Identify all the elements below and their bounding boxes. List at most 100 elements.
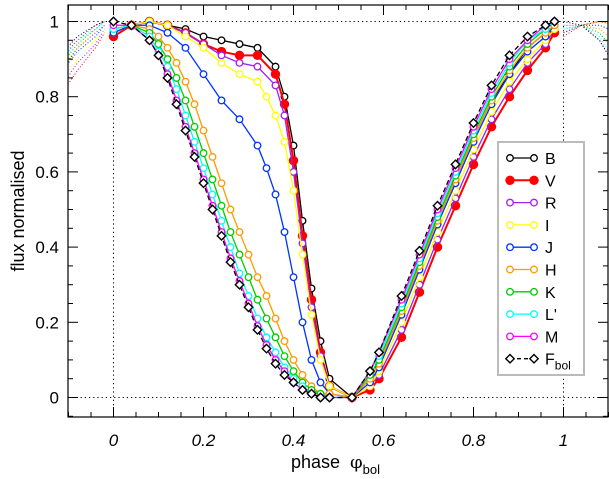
data-point	[279, 369, 290, 381]
series-extension-right	[563, 20, 608, 34]
data-point	[271, 333, 280, 342]
legend-entry: R	[506, 196, 557, 213]
data-point	[199, 149, 208, 158]
series-extension-right	[563, 24, 608, 52]
x-axis-title-symbol: φbol	[350, 452, 380, 477]
legend-entry: K	[506, 285, 556, 302]
data-point	[234, 279, 245, 290]
data-point	[217, 58, 226, 67]
data-point	[468, 117, 479, 129]
data-point	[271, 81, 280, 90]
legend-marker	[506, 287, 514, 296]
data-point	[280, 111, 289, 120]
x-tick-label: 0.6	[372, 431, 396, 450]
data-point	[226, 243, 235, 252]
series-extension-left	[68, 21, 105, 57]
data-point	[280, 352, 289, 361]
y-tick-label: 0.6	[35, 163, 59, 182]
series-extension-right	[563, 20, 608, 34]
legend-marker	[530, 154, 538, 162]
legend-entry: I	[506, 218, 549, 235]
data-point	[316, 378, 325, 387]
data-point	[280, 137, 289, 146]
series-extension-left	[68, 21, 105, 51]
legend-label: B	[545, 151, 556, 168]
legend-marker	[530, 220, 538, 229]
series-line	[113, 20, 555, 399]
legend-marker	[506, 243, 514, 252]
data-point	[253, 141, 262, 150]
legend-marker	[506, 265, 514, 274]
series-10	[68, 16, 608, 403]
data-point	[522, 31, 533, 42]
data-point	[217, 51, 226, 60]
series-extension-left	[68, 21, 105, 54]
legend-entry: B	[506, 151, 556, 168]
data-point	[163, 55, 172, 64]
legend-marker	[505, 175, 515, 186]
data-point	[540, 20, 551, 31]
data-point	[315, 392, 326, 403]
data-point	[207, 204, 218, 215]
data-point	[153, 50, 164, 61]
data-point	[235, 115, 244, 124]
series-line	[113, 24, 555, 399]
data-point	[217, 216, 226, 225]
legend-marker	[506, 310, 514, 319]
data-point	[505, 85, 514, 94]
data-point	[271, 348, 280, 357]
data-point	[181, 96, 190, 105]
data-point	[289, 186, 298, 195]
data-point	[271, 111, 280, 120]
data-point	[163, 43, 172, 52]
series-extension-left	[68, 24, 105, 63]
legend-entry: J	[506, 240, 553, 257]
data-point	[270, 69, 281, 79]
series-extension-right	[563, 20, 608, 37]
legend-marker	[530, 332, 538, 341]
data-point	[270, 358, 281, 369]
data-point	[289, 273, 298, 282]
x-axis: 0 0.2 0.4 0.6 0.8 1	[68, 5, 609, 450]
data-point	[432, 200, 443, 211]
data-point	[190, 137, 199, 146]
data-point	[144, 35, 155, 46]
data-point	[190, 100, 199, 109]
data-point	[235, 250, 244, 259]
data-point	[505, 77, 514, 86]
legend-entry: V	[505, 173, 556, 190]
data-point	[346, 392, 358, 403]
data-point	[262, 92, 271, 101]
legend-entry: Fbol	[504, 352, 571, 373]
legend-marker	[506, 154, 514, 162]
data-point	[271, 314, 280, 323]
data-point	[450, 159, 461, 170]
data-point	[262, 314, 271, 323]
data-point	[226, 228, 235, 237]
data-point	[199, 32, 208, 41]
data-point	[373, 347, 385, 358]
data-point	[252, 324, 263, 336]
legend-marker	[506, 220, 514, 229]
legend-marker	[528, 353, 540, 364]
data-point	[364, 365, 376, 377]
data-point	[180, 125, 191, 136]
data-point	[244, 250, 253, 259]
data-point	[324, 392, 335, 403]
data-point	[181, 32, 190, 41]
data-point	[172, 73, 181, 82]
data-point	[199, 43, 208, 52]
legend-entry: M	[506, 329, 558, 346]
data-point	[262, 292, 271, 300]
data-point	[243, 302, 254, 313]
legend-label: R	[545, 196, 557, 213]
data-point	[181, 111, 190, 120]
legend-marker	[530, 310, 538, 319]
legend-entry: L'	[506, 307, 557, 324]
x-axis-title: phase	[291, 452, 340, 472]
data-point	[288, 377, 299, 388]
data-point	[414, 245, 425, 257]
data-point	[198, 177, 209, 189]
data-point	[235, 58, 244, 67]
